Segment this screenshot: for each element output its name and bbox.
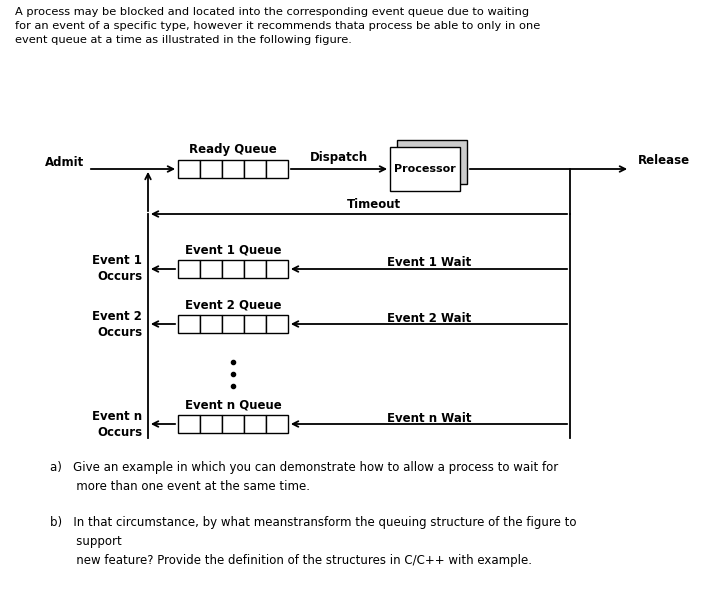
Bar [266, 415, 288, 433]
Text: a)   Give an example in which you can demonstrate how to allow a process to wait: a) Give an example in which you can demo… [50, 461, 558, 493]
Bar [178, 260, 200, 278]
Text: Ready Queue: Ready Queue [189, 144, 277, 156]
Bar [178, 160, 200, 178]
Bar [397, 140, 467, 184]
Bar [222, 415, 244, 433]
Text: Event n
Occurs: Event n Occurs [92, 410, 142, 438]
Text: Event 2
Occurs: Event 2 Occurs [92, 310, 142, 338]
Text: Event n Queue: Event n Queue [185, 398, 281, 412]
Bar [222, 260, 244, 278]
Text: Release: Release [638, 155, 690, 168]
Text: Dispatch: Dispatch [310, 150, 368, 164]
Text: Event n Wait: Event n Wait [387, 412, 471, 425]
Bar [200, 415, 222, 433]
Bar [200, 160, 222, 178]
Text: A process may be blocked and located into the corresponding event queue due to w: A process may be blocked and located int… [15, 7, 540, 45]
Bar [244, 260, 266, 278]
Bar [222, 315, 244, 333]
Bar [266, 160, 288, 178]
Text: b)   In that circumstance, by what meanstransform the queuing structure of the f: b) In that circumstance, by what meanstr… [50, 516, 577, 567]
Text: Event 1 Queue: Event 1 Queue [185, 244, 281, 256]
Bar [244, 160, 266, 178]
Bar [200, 315, 222, 333]
Text: Admit: Admit [45, 156, 84, 170]
Text: Event 2 Wait: Event 2 Wait [387, 311, 471, 325]
Bar [244, 415, 266, 433]
Bar [244, 315, 266, 333]
Text: Processor: Processor [394, 164, 456, 174]
Bar [266, 315, 288, 333]
Bar [266, 260, 288, 278]
Text: Timeout: Timeout [347, 198, 401, 210]
Bar [178, 415, 200, 433]
Bar [222, 160, 244, 178]
Text: Event 1
Occurs: Event 1 Occurs [92, 255, 142, 283]
Bar [200, 260, 222, 278]
Bar [178, 315, 200, 333]
Text: Event 1 Wait: Event 1 Wait [387, 256, 471, 270]
Bar [390, 147, 460, 191]
Text: Event 2 Queue: Event 2 Queue [185, 298, 281, 311]
